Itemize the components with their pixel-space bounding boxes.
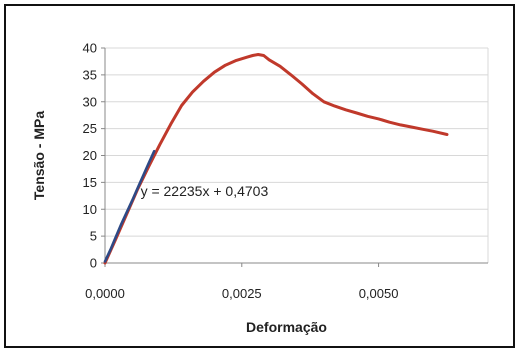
x-tick-label: 0,0000 — [85, 286, 125, 301]
trendline-equation: y = 22235x + 0,4703 — [141, 183, 269, 199]
y-tick-label: 15 — [83, 175, 97, 190]
y-tick-label: 0 — [90, 256, 97, 271]
y-axis-title: Tensão - MPa — [31, 111, 47, 200]
series-line-linear-fit — [103, 149, 156, 263]
series-line-experimental — [103, 53, 449, 265]
tick-labels: 0 5 10 15 20 25 30 35 40 0,0000 0,0025 0,0050 — [83, 41, 399, 302]
y-tick-label: 5 — [90, 229, 97, 244]
axes — [101, 47, 488, 267]
y-tick-label: 20 — [83, 148, 97, 163]
y-tick-label: 25 — [83, 121, 97, 136]
y-tick-label: 10 — [83, 202, 97, 217]
y-tick-label: 35 — [83, 67, 97, 82]
chart-svg: 0 5 10 15 20 25 30 35 40 0,0000 0,0025 0,0050 y = 2… — [31, 41, 489, 335]
chart-frame: 0 5 10 15 20 25 30 35 40 0,0000 0,0025 0,0050 y = 2… — [4, 4, 515, 348]
y-tick-label: 30 — [83, 94, 97, 109]
y-tick-label: 40 — [83, 41, 97, 56]
x-axis-title: Deformação — [246, 319, 327, 335]
x-tick-label: 0,0050 — [359, 286, 399, 301]
series-lines — [103, 53, 449, 265]
x-tick-label: 0,0025 — [222, 286, 262, 301]
